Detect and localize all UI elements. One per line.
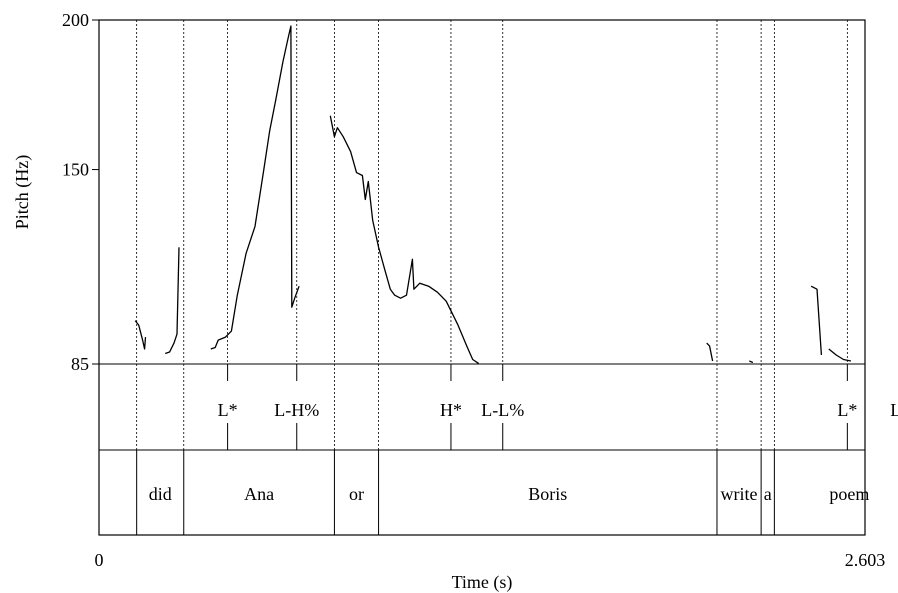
word-boundary-guides: [136, 20, 775, 535]
pitch-contour-segment: [828, 348, 852, 362]
x-axis-label: Time (s): [452, 572, 513, 593]
y-tick-label: 200: [62, 10, 89, 30]
pitch-contour-segment: [329, 115, 479, 364]
tone-label: L-H%: [274, 400, 319, 420]
pitch-track: [134, 25, 852, 364]
word-label: poem: [829, 484, 869, 504]
y-tick-label: 85: [71, 354, 89, 374]
pitch-contour-segment: [164, 247, 180, 355]
pitch-contour-segment: [706, 342, 714, 362]
y-tick-label: 150: [62, 160, 89, 180]
x-tick-start: 0: [95, 550, 104, 570]
tone-labels: L* L-H% H* L-L% L* L-L%: [218, 400, 898, 420]
word-label: a: [764, 484, 772, 504]
tone-label: L-L%: [481, 400, 524, 420]
word-label: or: [349, 484, 364, 504]
y-axis-ticks: 85 150 200: [62, 10, 99, 374]
x-tick-end: 2.603: [845, 550, 886, 570]
pitch-contour-segment: [134, 320, 147, 350]
pitch-contour-segment: [749, 360, 754, 364]
tone-label: L*: [837, 400, 857, 420]
word-labels: did Ana or Boris write a poem: [149, 484, 870, 504]
word-label: did: [149, 484, 172, 504]
tone-label: L-L%: [890, 400, 898, 420]
word-label: Ana: [244, 484, 274, 504]
tone-label: L*: [218, 400, 238, 420]
word-label: write: [721, 484, 758, 504]
word-label: Boris: [528, 484, 567, 504]
pitch-contour-segment: [210, 25, 300, 350]
y-axis-label: Pitch (Hz): [12, 155, 33, 229]
tone-label: H*: [440, 400, 462, 420]
plot-frame: [98, 19, 866, 536]
pitch-contour-segment: [810, 285, 823, 356]
tone-marker-lines: [227, 20, 848, 450]
